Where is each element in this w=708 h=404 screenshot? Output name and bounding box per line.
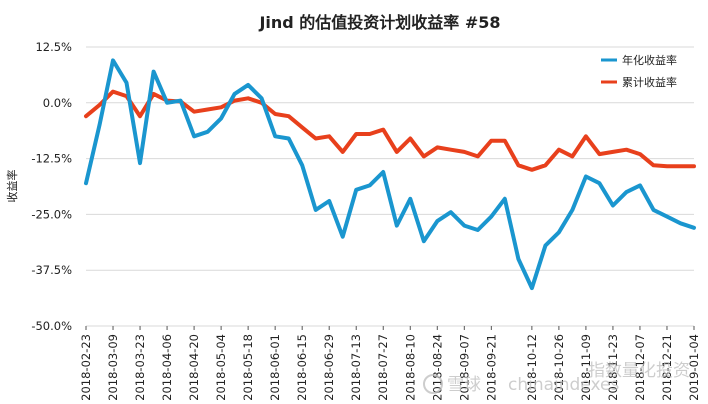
legend: 年化收益率 累计收益率 (601, 53, 677, 89)
x-axis: 2018-02-23 2018-03-09 2018-03-23 2018-04-06… (79, 326, 701, 401)
y-axis: 12.5% 0.0% -12.5% -25.0% -37.5% -50.0% (31, 40, 72, 333)
x-tick-label: 2018-11-23 (606, 334, 620, 401)
x-tick-label: 2018-09-07 (457, 334, 471, 401)
x-tick-label: 2018-12-07 (633, 334, 647, 401)
x-tick-label: 2018-10-26 (552, 334, 566, 401)
y-tick-label: -50.0% (31, 319, 72, 333)
series-line-cumulative (84, 89, 696, 172)
legend-label-annualized: 年化收益率 (622, 53, 677, 67)
y-tick-label: -37.5% (31, 263, 72, 277)
watermark-account: 指数量化投资 (588, 361, 690, 381)
chart-title: Jind 的估值投资计划收益率 #58 (258, 13, 500, 32)
x-tick-label: 2018-09-21 (484, 334, 498, 401)
x-tick-label: 2018-05-04 (214, 334, 228, 401)
series-line-annualized (84, 58, 696, 291)
y-tick-label: -25.0% (31, 207, 72, 221)
x-tick-label: 2019-01-04 (687, 334, 701, 401)
y-tick-label: -12.5% (31, 152, 72, 166)
x-tick-label: 2018-11-09 (579, 334, 593, 401)
x-tick-label: 2018-10-12 (525, 334, 539, 401)
x-tick-label: 2018-06-29 (322, 334, 336, 401)
y-axis-label: 收益率 (5, 170, 19, 203)
x-tick-label: 2018-06-15 (295, 334, 309, 401)
grid (86, 46, 694, 327)
x-tick-label: 2018-02-23 (79, 334, 93, 401)
watermark-site: chinaindexes (508, 375, 619, 395)
x-tick-label: 2018-03-09 (106, 334, 120, 401)
x-tick-label: 2018-05-18 (241, 334, 255, 401)
x-tick-label: 2018-06-01 (268, 334, 282, 401)
y-tick-label: 12.5% (35, 40, 72, 54)
x-tick-label: 2018-03-23 (133, 334, 147, 401)
watermark: 雪球 chinaindexes 指数量化投资 (423, 361, 690, 395)
x-tick-label: 2018-08-10 (403, 334, 417, 401)
x-tick-label: 2018-07-27 (376, 334, 390, 401)
x-tick-label: 2018-12-21 (660, 334, 674, 401)
x-tick-label: 2018-08-24 (430, 334, 444, 401)
snowball-logo-icon (423, 374, 443, 394)
x-tick-label: 2018-04-20 (187, 334, 201, 401)
watermark-brand: 雪球 (447, 375, 481, 395)
y-tick-label: 0.0% (43, 96, 72, 110)
legend-label-cumulative: 累计收益率 (622, 75, 677, 89)
x-tick-label: 2018-07-13 (349, 334, 363, 401)
series-group (84, 58, 696, 291)
x-tick-label: 2018-04-06 (160, 334, 174, 401)
